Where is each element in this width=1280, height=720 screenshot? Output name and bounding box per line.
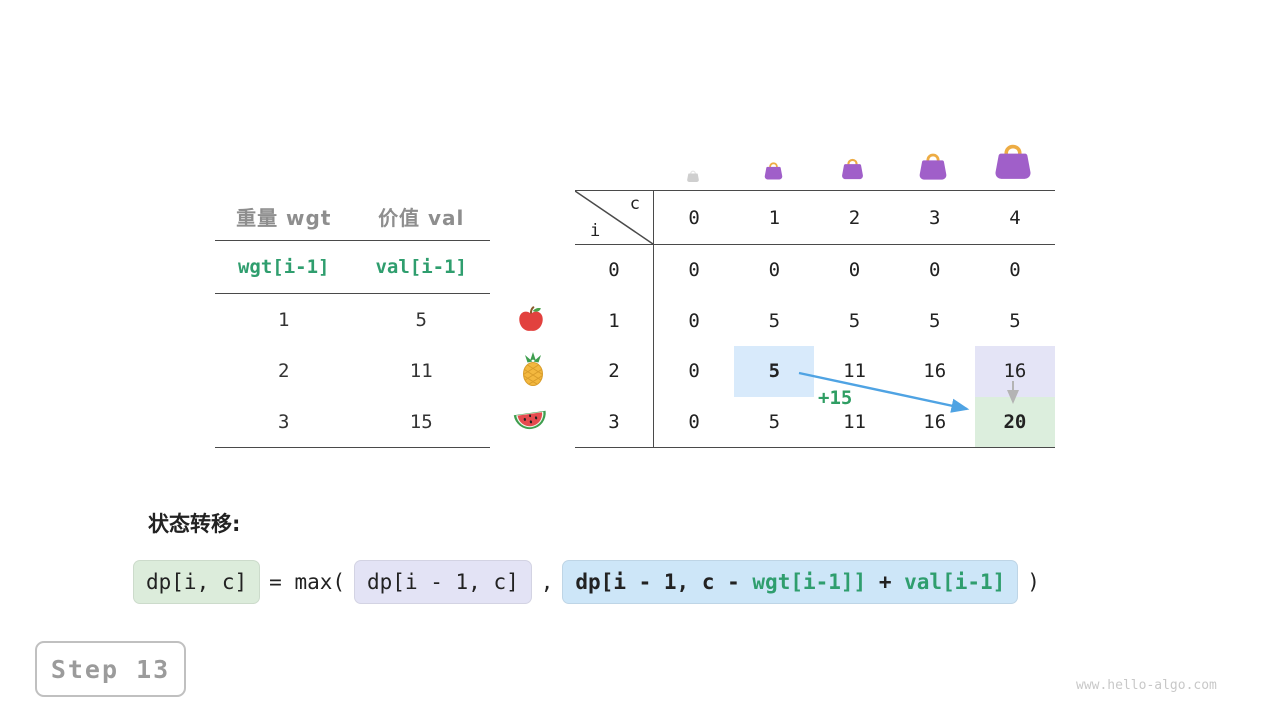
- value-column-header: 价值 val: [378, 205, 465, 230]
- transition-formula: dp[i, c] = max( dp[i - 1, c] , dp[i - 1,…: [133, 560, 1049, 604]
- dp-cell-1-0: 0: [688, 309, 700, 332]
- formula-dp-current-chip: dp[i, c]: [133, 560, 261, 604]
- transition-heading: 状态转移:: [148, 512, 241, 536]
- capacity-axis-label: c: [629, 194, 640, 214]
- col-header-2: 2: [848, 206, 861, 229]
- col-header-3: 3: [928, 206, 941, 229]
- formula-equals-max: = max(: [269, 570, 346, 594]
- dp-row-2: 2 0 5 11 16 16: [575, 346, 1056, 397]
- item-1-weight: 1: [278, 308, 290, 331]
- take-chip-wgt: wgt[i-1]]: [752, 570, 867, 594]
- dp-cell-3-2: 11: [843, 410, 866, 433]
- formula-option-take-chip: dp[i - 1, c - wgt[i-1]] + val[i-1]: [562, 560, 1019, 604]
- dp-row-3: 3 0 5 11 16 20: [575, 396, 1056, 447]
- dp-table: c i 0 1 2 3 4 0 0 0 0 0 0 1 0 5 5 5 5 2 …: [575, 190, 1056, 448]
- item-1-value: 5: [415, 308, 427, 331]
- dp-cell-2-4-compare-highlight: 16: [974, 346, 1056, 397]
- item-table: 重量 wgt 价值 val wgt[i-1] val[i-1] 1 5 2 11…: [215, 192, 490, 448]
- dp-row-1: 1 0 5 5 5 5: [575, 295, 1055, 346]
- dp-cell-1-4: 5: [1009, 309, 1021, 332]
- weight-column-header: 重量 wgt: [236, 205, 332, 230]
- col-header-0: 0: [688, 206, 700, 229]
- row-header-3: 3: [575, 396, 654, 447]
- row-header-1: 1: [575, 295, 654, 346]
- dp-cell-0-1: 0: [768, 259, 781, 282]
- watermark: www.hello-algo.com: [1076, 678, 1217, 693]
- formula-comma: ,: [540, 570, 554, 594]
- step-indicator: Step 13: [35, 641, 186, 697]
- dp-cell-0-0: 0: [688, 259, 700, 282]
- watermelon-icon: [512, 408, 549, 437]
- item-table-formula-row: wgt[i-1] val[i-1]: [215, 241, 490, 294]
- item-table-header-row: 重量 wgt 价值 val: [215, 192, 490, 241]
- dp-cell-3-1: 5: [768, 410, 781, 433]
- col-header-4: 4: [1009, 206, 1021, 229]
- dp-cell-2-0: 0: [688, 360, 700, 383]
- dp-cell-2-3: 16: [923, 360, 947, 383]
- dp-cell-3-0: 0: [688, 410, 700, 433]
- dp-row-0: 0 0 0 0 0 0: [575, 245, 1055, 296]
- item-3-weight: 3: [278, 410, 290, 433]
- item-row-3: 3 15: [215, 396, 490, 447]
- take-chip-part-1: dp[i - 1, c -: [575, 570, 753, 594]
- dp-cell-3-4-target-highlight: 20: [974, 396, 1056, 447]
- row-header-2: 2: [575, 346, 654, 397]
- item-axis-label: i: [590, 221, 601, 241]
- handbag-icon-capacity-1: [763, 160, 784, 184]
- dp-cell-0-4: 0: [1009, 259, 1021, 282]
- pineapple-icon: [520, 352, 546, 391]
- weight-formula-label: wgt[i-1]: [237, 256, 330, 278]
- dp-cell-1-1: 5: [768, 309, 781, 332]
- take-chip-plus: +: [866, 570, 905, 594]
- apple-icon: [516, 304, 546, 338]
- take-chip-val: val[i-1]: [904, 570, 1006, 594]
- item-row-2: 2 11: [215, 345, 490, 396]
- dp-cell-2-1-source-highlight: 5: [734, 346, 815, 397]
- dp-cell-0-2: 0: [848, 259, 861, 282]
- step-label: Step 13: [50, 654, 171, 684]
- dp-cell-0-3: 0: [928, 259, 941, 282]
- row-header-0: 0: [575, 245, 654, 296]
- handbag-icon-capacity-4: [992, 140, 1034, 184]
- col-header-1: 1: [768, 206, 781, 229]
- value-formula-label: val[i-1]: [375, 256, 467, 278]
- item-3-value: 15: [409, 410, 433, 433]
- item-2-weight: 2: [278, 359, 290, 382]
- item-row-1: 1 5: [215, 294, 490, 345]
- dp-header-row: c i 0 1 2 3 4: [575, 191, 1055, 245]
- handbag-icon-capacity-0: [686, 167, 700, 186]
- handbag-icon-capacity-3: [917, 150, 949, 184]
- dp-cell-1-2: 5: [848, 309, 861, 332]
- transition-delta-label: +15: [818, 387, 853, 409]
- item-2-value: 11: [409, 359, 433, 382]
- formula-close-paren: ): [1027, 570, 1040, 594]
- dp-cell-1-3: 5: [928, 309, 941, 332]
- formula-option-skip-chip: dp[i - 1, c]: [354, 560, 532, 604]
- axis-corner-cell: c i: [575, 191, 654, 244]
- handbag-icon-capacity-2: [840, 156, 865, 184]
- dp-cell-3-3: 16: [923, 410, 947, 433]
